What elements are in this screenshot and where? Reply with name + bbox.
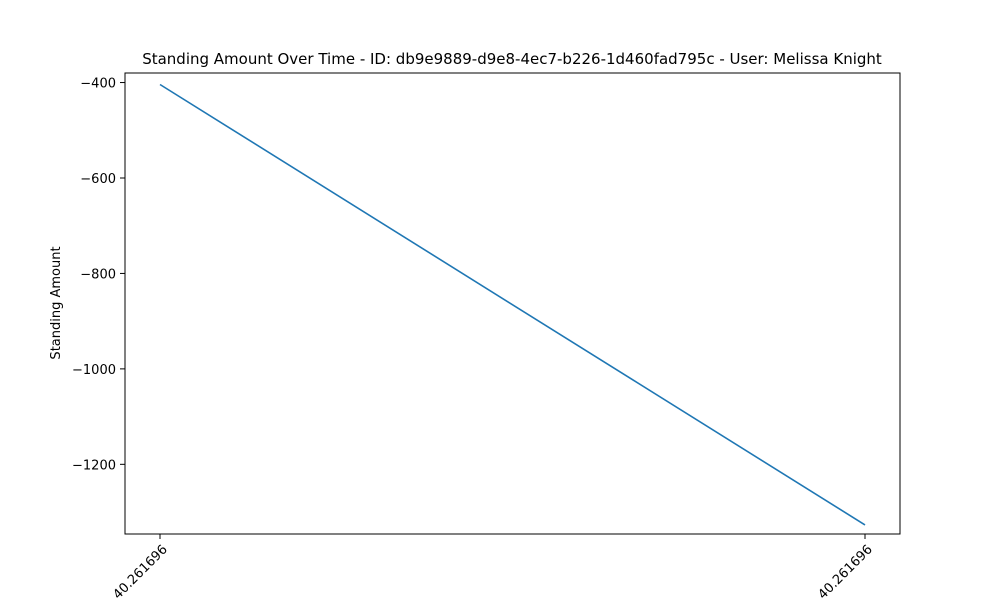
y-tick-label: −800	[80, 267, 116, 282]
y-axis-label: Standing Amount	[49, 246, 64, 359]
x-axis-ticks: 40.261696 40.261696	[111, 534, 876, 603]
x-tick-label: 40.261696	[111, 542, 171, 600]
y-axis-ticks: −1200 −1000 −800 −600 −400	[72, 77, 125, 473]
y-tick-label: −400	[80, 77, 116, 92]
x-tick-label: 40.261696	[816, 542, 876, 600]
y-tick-label: −1000	[72, 363, 116, 378]
chart-title: Standing Amount Over Time - ID: db9e9889…	[142, 50, 882, 68]
series-layer	[159, 83, 866, 526]
series-line-0	[159, 83, 866, 526]
y-tick-label: −1200	[72, 458, 116, 473]
y-tick-label: −600	[80, 172, 116, 187]
plot-area-frame	[124, 72, 901, 535]
